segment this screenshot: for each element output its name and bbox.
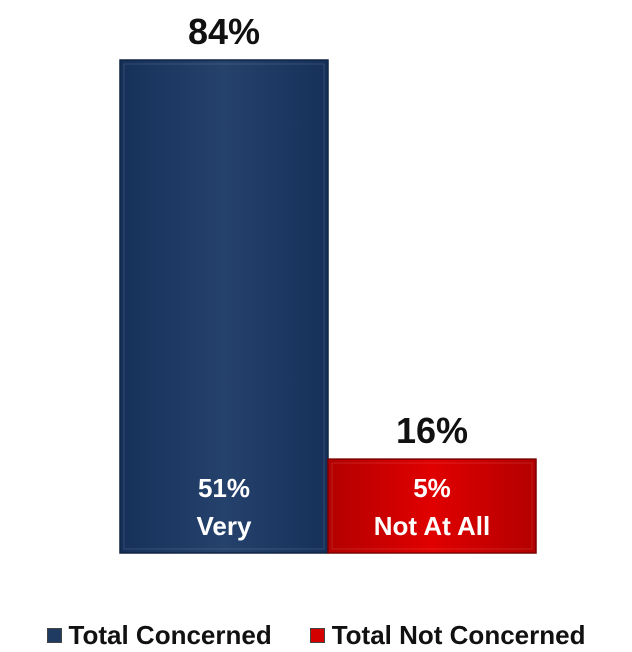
legend: Total Concerned Total Not Concerned xyxy=(0,618,632,652)
legend-label-total-concerned: Total Concerned xyxy=(68,619,272,650)
legend-item-total-concerned: Total Concerned xyxy=(46,619,272,651)
bar-bevel-total-concerned xyxy=(123,63,325,550)
bar-bevel-total-not-concerned xyxy=(331,462,533,550)
inner-sub-label-total-concerned: Very xyxy=(197,511,252,541)
legend-item-total-not-concerned: Total Not Concerned xyxy=(309,619,586,651)
labels-group: 84% 51% Very 16% 5% Not At All xyxy=(188,11,490,541)
inner-sub-label-total-not-concerned: Not At All xyxy=(374,511,491,541)
inner-value-label-total-not-concerned: 5% xyxy=(413,473,451,503)
bar-total-not-concerned xyxy=(327,458,537,554)
total-label-total-not-concerned: 16% xyxy=(396,410,468,451)
bars-group xyxy=(119,59,537,554)
total-label-total-concerned: 84% xyxy=(188,11,260,52)
legend-swatch-total-not-concerned xyxy=(309,627,325,643)
inner-value-label-total-concerned: 51% xyxy=(198,473,250,503)
legend-label-total-not-concerned: Total Not Concerned xyxy=(331,619,586,650)
bar-total-concerned xyxy=(119,59,329,554)
legend-swatch-total-concerned xyxy=(46,627,62,643)
